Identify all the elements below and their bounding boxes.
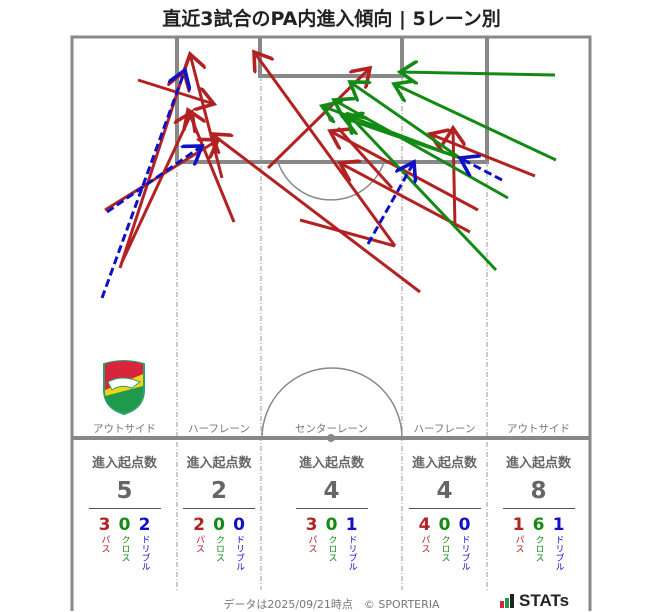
stats-heading: 進入起点数 <box>91 456 157 471</box>
field-border <box>70 35 592 611</box>
cross-label: クロス <box>533 535 544 562</box>
center-circle <box>261 367 403 439</box>
goal-area <box>258 37 404 78</box>
bar-chart-icon <box>500 594 514 608</box>
cross-count: 0 <box>213 515 225 535</box>
stats-brand-logo: STATs <box>500 591 569 611</box>
team-crest-icon <box>103 360 145 416</box>
lane-label-right-outside: アウトサイド <box>507 423 570 435</box>
brand-name: STATs <box>519 591 570 610</box>
pass-arrows <box>104 52 536 294</box>
pass-count: 3 <box>305 515 318 535</box>
cross-label: クロス <box>439 535 450 562</box>
pass-label: パス <box>99 535 110 553</box>
stats-heading: 進入起点数 <box>186 456 252 471</box>
lane-stats-right-outside: 進入起点数 8 1 パス 6 クロス 1 ドリブル <box>487 452 590 571</box>
penalty-spot <box>328 116 334 122</box>
lane-stats-left-half: 進入起点数 2 2 パス 0 クロス 0 ドリブル <box>177 452 261 571</box>
dribble-count: 0 <box>233 515 245 535</box>
penalty-arc <box>277 161 385 201</box>
dribble-arrows <box>100 70 503 299</box>
lane-label-center: センターレーン <box>295 423 368 435</box>
dribble-count: 1 <box>345 515 358 535</box>
stats-total: 8 <box>530 478 547 504</box>
stats-heading: 進入起点数 <box>298 456 364 471</box>
lane-label-right-half: ハーフレーン <box>413 423 476 435</box>
chart-title: 直近3試合のPA内進入傾向 | 5レーン別 <box>162 8 501 30</box>
lane-stats-center: 進入起点数 4 3 パス 0 クロス 1 ドリブル <box>261 452 402 571</box>
pass-label: パス <box>419 535 430 553</box>
pass-label: パス <box>513 535 524 553</box>
cross-count: 0 <box>118 515 131 535</box>
dribble-count: 1 <box>552 515 565 535</box>
data-footer: データは2025/09/21時点 © SPORTERIA <box>223 598 440 611</box>
stats-heading: 進入起点数 <box>505 456 571 471</box>
cross-count: 0 <box>325 515 338 535</box>
stats-heading: 進入起点数 <box>411 456 477 471</box>
dribble-count: 0 <box>458 515 471 535</box>
lane-label-left-half: ハーフレーン <box>188 423 250 435</box>
cross-count: 0 <box>438 515 451 535</box>
cross-label: クロス <box>119 535 130 562</box>
lane-stats-right-half: 進入起点数 4 4 パス 0 クロス 0 ドリブル <box>402 452 487 571</box>
lane-label-left-outside: アウトサイド <box>93 423 156 435</box>
cross-label: クロス <box>214 535 224 562</box>
center-spot <box>327 434 335 442</box>
dribble-label: ドリブル <box>346 535 357 571</box>
cross-arrows <box>322 72 557 272</box>
cross-count: 6 <box>532 515 545 535</box>
pass-label: パス <box>194 535 204 553</box>
stats-total: 4 <box>436 478 453 504</box>
lane-stats-left-outside: 進入起点数 5 3 パス 0 クロス 2 ドリブル <box>72 452 177 571</box>
stats-total: 2 <box>210 478 227 504</box>
stats-total: 4 <box>323 478 340 504</box>
dribble-label: ドリブル <box>553 535 564 571</box>
cross-label: クロス <box>326 535 337 562</box>
pass-label: パス <box>306 535 317 553</box>
pass-count: 3 <box>98 515 111 535</box>
dribble-label: ドリブル <box>139 535 150 571</box>
pass-count: 1 <box>512 515 525 535</box>
dribble-label: ドリブル <box>459 535 470 571</box>
dribble-count: 2 <box>138 515 151 535</box>
penalty-area <box>175 37 489 164</box>
dribble-label: ドリブル <box>234 535 244 571</box>
stats-total: 5 <box>116 478 133 504</box>
pass-count: 4 <box>418 515 431 535</box>
pass-count: 2 <box>193 515 205 535</box>
